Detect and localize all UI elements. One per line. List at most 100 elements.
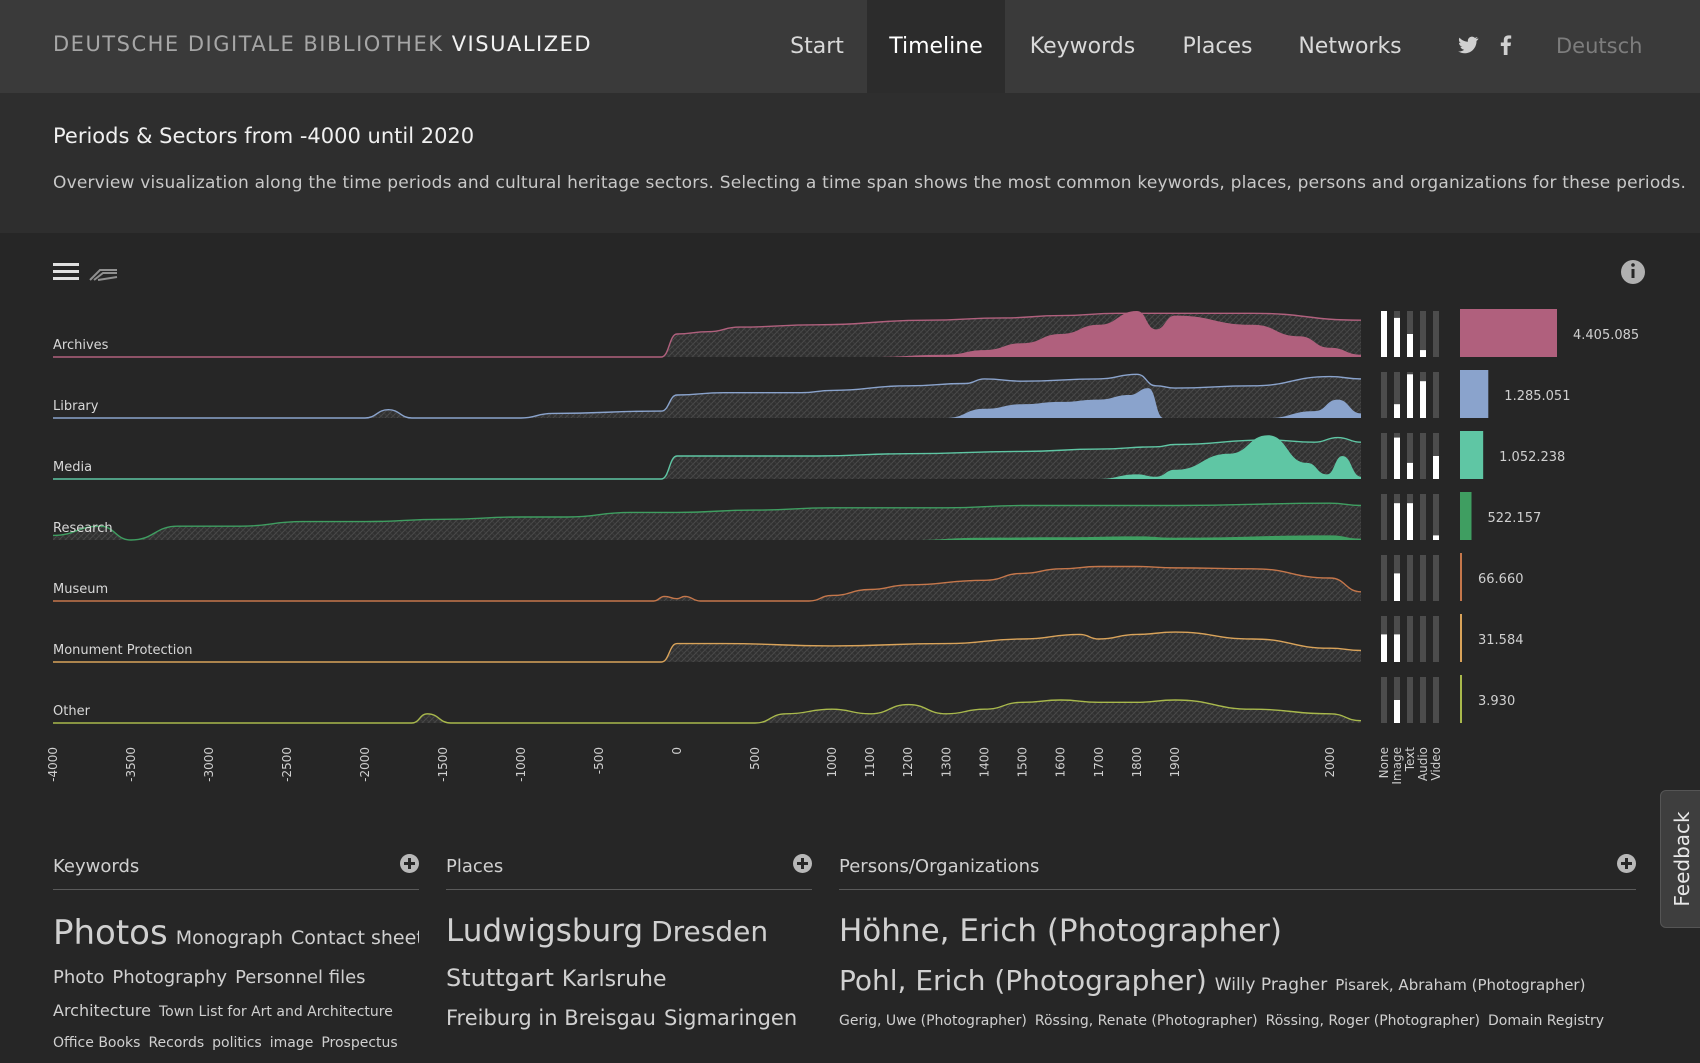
- sector-row[interactable]: Monument Protection 31.584: [52, 614, 1524, 663]
- keywords-title: Keywords: [53, 856, 140, 877]
- page-title: Periods & Sectors from -4000 until 2020: [53, 124, 475, 148]
- term-link[interactable]: Höhne, Erich (Photographer): [839, 913, 1283, 949]
- term-link[interactable]: Architecture: [53, 1001, 151, 1020]
- sector-total-label: 31.584: [1478, 633, 1524, 648]
- nav-places[interactable]: Places: [1182, 34, 1253, 59]
- info-icon-stem: [1631, 269, 1635, 278]
- stream-icon[interactable]: [89, 269, 118, 281]
- term-link[interactable]: Dresden: [651, 915, 769, 948]
- term-link[interactable]: Stuttgart: [446, 964, 554, 992]
- info-icon[interactable]: [1621, 260, 1645, 284]
- sector-overview-area: [53, 503, 1361, 540]
- sector-overview-area: [53, 700, 1361, 723]
- term-line: Pohl, Erich (Photographer) Willy Pragher P…: [839, 962, 1636, 1010]
- nav-keywords[interactable]: Keywords: [1029, 34, 1136, 59]
- media-bar: [1394, 573, 1400, 601]
- term-link[interactable]: Sigmaringen: [664, 1006, 798, 1030]
- term-link[interactable]: Office Books: [53, 1035, 141, 1051]
- x-tick-label: 1000: [825, 747, 839, 778]
- x-tick-label: 1900: [1168, 747, 1182, 778]
- places-list: Ludwigsburg Dresden Stuttgart Karlsruhe Frei…: [446, 910, 812, 1042]
- nav-timeline[interactable]: Timeline: [867, 0, 1005, 93]
- media-bar-track: [1420, 555, 1426, 601]
- media-bar: [1407, 374, 1413, 418]
- media-bar: [1394, 437, 1400, 479]
- media-bar-track: [1420, 311, 1426, 357]
- timeline-svg[interactable]: Archives 4.405.085 Library 1.285.051 Media 1.…: [0, 233, 1700, 793]
- media-bar: [1407, 462, 1413, 479]
- term-link[interactable]: Contact sheet: [291, 927, 419, 949]
- term-link[interactable]: Records: [148, 1035, 205, 1051]
- term-link[interactable]: Pohl, Erich (Photographer): [839, 964, 1207, 997]
- term-line: Photos Monograph Contact sheet: [53, 910, 419, 966]
- term-link[interactable]: politics: [212, 1035, 262, 1051]
- feedback-label: Feedback: [1670, 811, 1694, 907]
- sector-total-label: 1.285.051: [1504, 389, 1570, 404]
- media-type-label: Text: [1403, 747, 1417, 773]
- term-link[interactable]: Prospectus: [321, 1035, 398, 1051]
- persons-header: Persons/Organizations: [839, 850, 1636, 890]
- media-bar-track: [1433, 555, 1439, 601]
- term-link[interactable]: Willy Pragher: [1214, 975, 1328, 995]
- sector-row[interactable]: Museum 66.660: [53, 553, 1524, 602]
- term-line: Stuttgart Karlsruhe: [446, 962, 812, 1004]
- keywords-expand-icon[interactable]: [400, 854, 419, 873]
- term-link[interactable]: Personnel files: [235, 967, 366, 988]
- stream-icon-shape: [89, 269, 118, 281]
- term-link[interactable]: Freiburg in Breisgau: [446, 1006, 656, 1030]
- term-link[interactable]: Monograph: [175, 927, 284, 949]
- term-link[interactable]: Pisarek, Abraham (Photographer): [1335, 976, 1586, 994]
- places-expand-icon[interactable]: [793, 854, 812, 873]
- x-tick-label: 500: [748, 747, 762, 770]
- sector-total-label: 4.405.085: [1573, 328, 1639, 343]
- menu-icon[interactable]: [53, 263, 79, 280]
- nav-start[interactable]: Start: [790, 34, 844, 59]
- x-tick-label: 1100: [863, 747, 877, 778]
- sector-total-label: 1.052.238: [1499, 450, 1565, 465]
- sector-row[interactable]: Research 522.157: [52, 492, 1541, 541]
- term-link[interactable]: Rössing, Roger (Photographer): [1265, 1013, 1480, 1029]
- media-bar-track: [1433, 311, 1439, 357]
- timeline-chart[interactable]: Archives 4.405.085 Library 1.285.051 Media 1.…: [0, 233, 1700, 793]
- media-bar: [1407, 503, 1413, 540]
- keywords-header: Keywords: [53, 850, 419, 890]
- nav-networks[interactable]: Networks: [1298, 34, 1402, 59]
- sector-total-label: 66.660: [1478, 572, 1524, 587]
- sector-row[interactable]: Archives 4.405.085: [53, 309, 1639, 358]
- term-link[interactable]: Town List for Art and Architecture: [158, 1004, 393, 1020]
- page-description: Overview visualization along the time pe…: [53, 173, 1687, 193]
- media-bar-track: [1407, 677, 1413, 723]
- sector-row[interactable]: Media 1.052.238: [52, 431, 1565, 480]
- media-bar-track: [1420, 494, 1426, 540]
- brand-logo[interactable]: DEUTSCHE DIGITALE BIBLIOTHEK VISUALIZED: [53, 32, 592, 56]
- media-bar: [1394, 503, 1400, 540]
- sector-overview-area: [53, 566, 1361, 601]
- twitter-icon[interactable]: [1456, 33, 1480, 57]
- x-tick-label: 2000: [1323, 747, 1337, 778]
- feedback-button[interactable]: Feedback: [1660, 790, 1700, 928]
- sector-row[interactable]: Other 3.930: [53, 675, 1515, 724]
- term-link[interactable]: Photo: [53, 967, 105, 988]
- sector-row[interactable]: Library 1.285.051: [52, 370, 1570, 419]
- x-tick-label: 1800: [1130, 747, 1144, 778]
- sector-total-bar: [1460, 370, 1489, 418]
- x-tick-label: -4000: [46, 747, 60, 782]
- language-switch[interactable]: Deutsch: [1556, 34, 1643, 58]
- term-link[interactable]: Photos: [53, 913, 168, 953]
- x-tick-label: 0: [670, 747, 684, 755]
- term-link[interactable]: Karlsruhe: [561, 967, 667, 992]
- term-link[interactable]: Ludwigsburg: [446, 913, 644, 949]
- term-link[interactable]: Photography: [112, 967, 228, 988]
- sector-overview-area: [53, 437, 1361, 479]
- persons-expand-icon[interactable]: [1617, 854, 1636, 873]
- sector-overview-area: [53, 374, 1361, 418]
- term-link[interactable]: Gerig, Uwe (Photographer): [839, 1013, 1027, 1029]
- sector-selected-area: [53, 311, 1361, 357]
- brand-strong-text: VISUALIZED: [451, 32, 593, 56]
- term-link[interactable]: Rössing, Renate (Photographer): [1034, 1013, 1258, 1029]
- term-link[interactable]: image: [269, 1035, 314, 1051]
- term-link[interactable]: Domain Registry: [1488, 1013, 1605, 1029]
- places-header: Places: [446, 850, 812, 890]
- facebook-icon[interactable]: [1494, 33, 1518, 57]
- sector-total-bar: [1460, 675, 1462, 723]
